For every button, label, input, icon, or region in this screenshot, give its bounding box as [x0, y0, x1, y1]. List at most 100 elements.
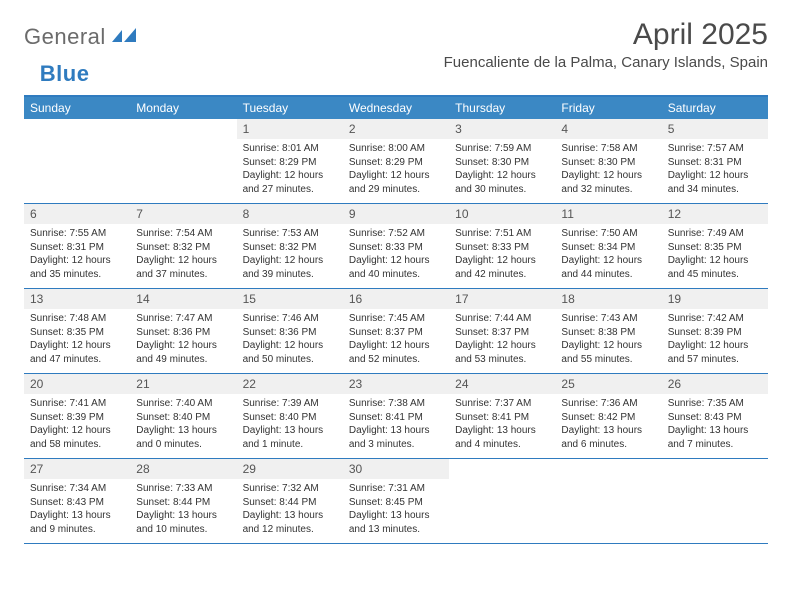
day-detail-line: Daylight: 12 hours and 53 minutes.	[455, 339, 549, 366]
day-cell: .	[130, 119, 236, 203]
day-number: 11	[555, 204, 661, 224]
day-details: Sunrise: 7:44 AMSunset: 8:37 PMDaylight:…	[455, 312, 549, 366]
day-cell: .	[449, 459, 555, 543]
week-row: ..1Sunrise: 8:01 AMSunset: 8:29 PMDaylig…	[24, 119, 768, 204]
day-number: 14	[130, 289, 236, 309]
day-detail-line: Sunrise: 7:37 AM	[455, 397, 549, 411]
day-detail-line: Sunrise: 7:36 AM	[561, 397, 655, 411]
day-detail-line: Sunset: 8:44 PM	[243, 496, 337, 510]
day-detail-line: Sunset: 8:30 PM	[561, 156, 655, 170]
day-detail-line: Daylight: 13 hours and 1 minute.	[243, 424, 337, 451]
day-cell: 21Sunrise: 7:40 AMSunset: 8:40 PMDayligh…	[130, 374, 236, 458]
day-detail-line: Sunset: 8:37 PM	[455, 326, 549, 340]
day-detail-line: Daylight: 12 hours and 57 minutes.	[668, 339, 762, 366]
day-details: Sunrise: 7:49 AMSunset: 8:35 PMDaylight:…	[668, 227, 762, 281]
day-cell: 7 Sunrise: 7:54 AMSunset: 8:32 PMDaylight…	[130, 204, 236, 288]
day-detail-line: Sunset: 8:41 PM	[455, 411, 549, 425]
day-detail-line: Sunrise: 7:39 AM	[243, 397, 337, 411]
day-detail-line: Sunrise: 7:46 AM	[243, 312, 337, 326]
day-detail-line: Daylight: 12 hours and 45 minutes.	[668, 254, 762, 281]
weekday-header: Thursday	[449, 97, 555, 119]
week-row: 27Sunrise: 7:34 AMSunset: 8:43 PMDayligh…	[24, 459, 768, 544]
day-cell: 25Sunrise: 7:36 AMSunset: 8:42 PMDayligh…	[555, 374, 661, 458]
day-detail-line: Sunrise: 7:44 AM	[455, 312, 549, 326]
day-number: 28	[130, 459, 236, 479]
day-cell: 22Sunrise: 7:39 AMSunset: 8:40 PMDayligh…	[237, 374, 343, 458]
day-detail-line: Sunrise: 7:58 AM	[561, 142, 655, 156]
title-block: April 2025 Fuencaliente de la Palma, Can…	[444, 18, 768, 71]
day-details: Sunrise: 7:45 AMSunset: 8:37 PMDaylight:…	[349, 312, 443, 366]
day-number: 7	[130, 204, 236, 224]
day-detail-line: Daylight: 12 hours and 30 minutes.	[455, 169, 549, 196]
day-detail-line: Daylight: 13 hours and 13 minutes.	[349, 509, 443, 536]
day-cell: 23Sunrise: 7:38 AMSunset: 8:41 PMDayligh…	[343, 374, 449, 458]
day-detail-line: Sunrise: 7:40 AM	[136, 397, 230, 411]
day-cell: 11 Sunrise: 7:50 AMSunset: 8:34 PMDayligh…	[555, 204, 661, 288]
day-details: Sunrise: 7:43 AMSunset: 8:38 PMDaylight:…	[561, 312, 655, 366]
logo-flag-icon	[112, 26, 138, 49]
day-details: Sunrise: 7:31 AMSunset: 8:45 PMDaylight:…	[349, 482, 443, 536]
day-detail-line: Sunset: 8:44 PM	[136, 496, 230, 510]
day-detail-line: Sunset: 8:33 PM	[455, 241, 549, 255]
day-cell: 24Sunrise: 7:37 AMSunset: 8:41 PMDayligh…	[449, 374, 555, 458]
day-number: 8	[237, 204, 343, 224]
day-detail-line: Daylight: 12 hours and 49 minutes.	[136, 339, 230, 366]
day-details: Sunrise: 7:37 AMSunset: 8:41 PMDaylight:…	[455, 397, 549, 451]
day-detail-line: Sunrise: 7:53 AM	[243, 227, 337, 241]
day-detail-line: Sunset: 8:30 PM	[455, 156, 549, 170]
day-detail-line: Sunrise: 7:45 AM	[349, 312, 443, 326]
day-number: 2	[343, 119, 449, 139]
day-cell: 14Sunrise: 7:47 AMSunset: 8:36 PMDayligh…	[130, 289, 236, 373]
day-detail-line: Daylight: 12 hours and 42 minutes.	[455, 254, 549, 281]
day-details: Sunrise: 7:54 AMSunset: 8:32 PMDaylight:…	[136, 227, 230, 281]
logo: General	[24, 18, 140, 50]
day-details: Sunrise: 7:39 AMSunset: 8:40 PMDaylight:…	[243, 397, 337, 451]
day-details: Sunrise: 7:51 AMSunset: 8:33 PMDaylight:…	[455, 227, 549, 281]
day-details: Sunrise: 8:00 AMSunset: 8:29 PMDaylight:…	[349, 142, 443, 196]
day-detail-line: Sunrise: 7:48 AM	[30, 312, 124, 326]
day-detail-line: Sunrise: 7:31 AM	[349, 482, 443, 496]
day-detail-line: Sunset: 8:39 PM	[30, 411, 124, 425]
day-detail-line: Daylight: 12 hours and 39 minutes.	[243, 254, 337, 281]
month-title: April 2025	[444, 18, 768, 52]
day-cell: 8 Sunrise: 7:53 AMSunset: 8:32 PMDaylight…	[237, 204, 343, 288]
day-detail-line: Daylight: 13 hours and 7 minutes.	[668, 424, 762, 451]
day-detail-line: Sunrise: 7:42 AM	[668, 312, 762, 326]
day-detail-line: Sunrise: 7:34 AM	[30, 482, 124, 496]
day-detail-line: Daylight: 12 hours and 55 minutes.	[561, 339, 655, 366]
day-detail-line: Daylight: 13 hours and 4 minutes.	[455, 424, 549, 451]
day-details: Sunrise: 7:34 AMSunset: 8:43 PMDaylight:…	[30, 482, 124, 536]
day-detail-line: Sunset: 8:40 PM	[243, 411, 337, 425]
day-details: Sunrise: 7:59 AMSunset: 8:30 PMDaylight:…	[455, 142, 549, 196]
day-detail-line: Sunset: 8:37 PM	[349, 326, 443, 340]
day-detail-line: Sunrise: 7:51 AM	[455, 227, 549, 241]
day-detail-line: Sunset: 8:43 PM	[30, 496, 124, 510]
day-detail-line: Daylight: 12 hours and 47 minutes.	[30, 339, 124, 366]
day-detail-line: Sunrise: 7:52 AM	[349, 227, 443, 241]
day-detail-line: Sunrise: 8:01 AM	[243, 142, 337, 156]
day-detail-line: Sunrise: 7:41 AM	[30, 397, 124, 411]
day-number: 30	[343, 459, 449, 479]
day-detail-line: Sunset: 8:35 PM	[30, 326, 124, 340]
day-detail-line: Sunset: 8:41 PM	[349, 411, 443, 425]
day-cell: 26Sunrise: 7:35 AMSunset: 8:43 PMDayligh…	[662, 374, 768, 458]
day-details: Sunrise: 7:40 AMSunset: 8:40 PMDaylight:…	[136, 397, 230, 451]
weekday-header: Sunday	[24, 97, 130, 119]
day-details: Sunrise: 7:52 AMSunset: 8:33 PMDaylight:…	[349, 227, 443, 281]
day-detail-line: Daylight: 12 hours and 29 minutes.	[349, 169, 443, 196]
day-cell: 4 Sunrise: 7:58 AMSunset: 8:30 PMDaylight…	[555, 119, 661, 203]
day-detail-line: Daylight: 12 hours and 32 minutes.	[561, 169, 655, 196]
day-cell: 28Sunrise: 7:33 AMSunset: 8:44 PMDayligh…	[130, 459, 236, 543]
day-number: 18	[555, 289, 661, 309]
day-number: 16	[343, 289, 449, 309]
weekday-header: Monday	[130, 97, 236, 119]
day-details: Sunrise: 7:53 AMSunset: 8:32 PMDaylight:…	[243, 227, 337, 281]
day-detail-line: Daylight: 13 hours and 10 minutes.	[136, 509, 230, 536]
day-detail-line: Sunset: 8:34 PM	[561, 241, 655, 255]
day-details: Sunrise: 7:50 AMSunset: 8:34 PMDaylight:…	[561, 227, 655, 281]
weeks-container: ..1Sunrise: 8:01 AMSunset: 8:29 PMDaylig…	[24, 119, 768, 544]
day-detail-line: Sunset: 8:36 PM	[243, 326, 337, 340]
day-detail-line: Sunrise: 7:54 AM	[136, 227, 230, 241]
day-cell: 17Sunrise: 7:44 AMSunset: 8:37 PMDayligh…	[449, 289, 555, 373]
day-number: 4	[555, 119, 661, 139]
